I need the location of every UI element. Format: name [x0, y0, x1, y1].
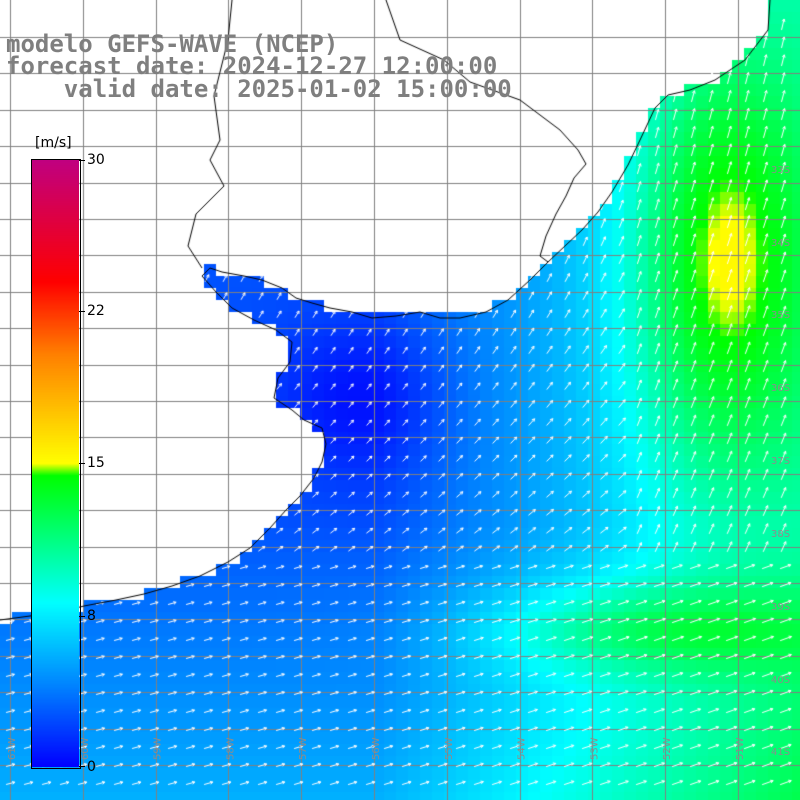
colorbar-tick: [79, 160, 85, 161]
latitude-label: 40S: [771, 675, 790, 686]
longitude-label: 57W: [298, 737, 309, 760]
latitude-label: 34S: [771, 238, 790, 249]
longitude-label: 55W: [444, 737, 455, 760]
colorbar-tick: [79, 616, 85, 617]
colorbar-unit: [m/s]: [35, 135, 72, 151]
longitude-label: 51W: [735, 737, 746, 760]
colorbar-tick-label: 22: [87, 303, 105, 319]
colorbar-tick: [79, 766, 85, 767]
colorbar-tick-label: 30: [87, 152, 105, 168]
longitude-label: 54W: [517, 737, 528, 760]
colorbar-frame: [31, 159, 81, 769]
latitude-label: 35S: [771, 310, 790, 321]
model-title: modelo GEFS-WAVE (NCEP): [6, 30, 339, 58]
latitude-label: 41S: [771, 747, 790, 758]
latitude-label: 33S: [771, 165, 790, 176]
colorbar-gradient: [32, 160, 79, 767]
latitude-label: 38S: [771, 529, 790, 540]
longitude-label: 52W: [662, 737, 673, 760]
valid-date: valid date: 2025-01-02 15:00:00: [6, 75, 512, 103]
colorbar-tick: [79, 463, 85, 464]
latitude-label: 36S: [771, 383, 790, 394]
colorbar-tick-label: 0: [87, 759, 96, 775]
longitude-label: 60W: [80, 737, 91, 760]
longitude-label: 58W: [225, 737, 236, 760]
colorbar-tick-label: 15: [87, 455, 105, 471]
longitude-label: 56W: [371, 737, 382, 760]
longitude-label: 59W: [153, 737, 164, 760]
colorbar-tick: [79, 311, 85, 312]
latitude-label: 37S: [771, 456, 790, 467]
forecast-date: forecast date: 2024-12-27 12:00:00: [6, 52, 498, 80]
longitude-label: 61W: [7, 737, 18, 760]
colorbar-tick-label: 8: [87, 608, 96, 624]
latitude-label: 39S: [771, 602, 790, 613]
longitude-label: 53W: [589, 737, 600, 760]
